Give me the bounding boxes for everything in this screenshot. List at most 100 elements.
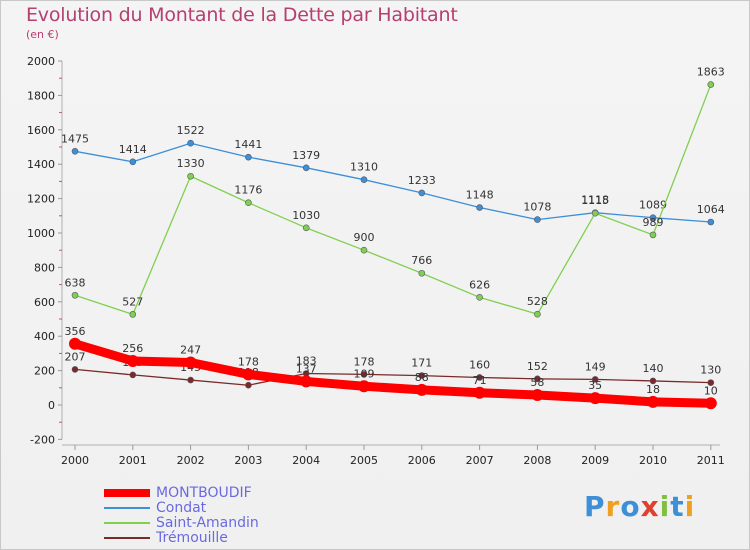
data-point <box>184 356 197 369</box>
x-tick-label: 2004 <box>292 454 320 467</box>
logo-letter: x <box>640 490 660 523</box>
data-label: 1441 <box>234 138 262 151</box>
data-label: 207 <box>65 350 86 363</box>
y-tick-label: 1000 <box>27 227 55 240</box>
data-label: 183 <box>296 355 317 368</box>
x-tick-label: 2003 <box>234 454 262 467</box>
data-point <box>300 375 313 388</box>
data-label: 178 <box>238 355 259 368</box>
x-tick-label: 2006 <box>408 454 436 467</box>
series-line-montboudif <box>70 339 716 408</box>
logo-letter: r <box>605 490 621 523</box>
logo-letter: P <box>584 490 606 523</box>
data-point <box>476 294 483 301</box>
data-label: 58 <box>530 376 544 389</box>
data-label: 109 <box>354 367 375 380</box>
y-tick-label: 1600 <box>27 124 55 137</box>
x-tick-label: 2009 <box>581 454 609 467</box>
data-point <box>649 377 657 385</box>
y-tick-label: 0 <box>48 399 55 412</box>
data-point <box>129 371 137 379</box>
data-point <box>707 218 715 226</box>
data-label: 1030 <box>292 209 320 222</box>
data-point <box>418 269 426 277</box>
data-point <box>242 368 255 381</box>
y-tick-label: 1200 <box>27 193 55 206</box>
y-tick-label: 400 <box>34 330 55 343</box>
data-point <box>245 199 252 207</box>
data-point <box>534 216 541 223</box>
data-point <box>473 386 486 399</box>
y-tick-label: 1800 <box>27 89 55 102</box>
data-point <box>360 371 368 378</box>
legend-swatch <box>104 489 150 497</box>
data-point <box>302 224 310 232</box>
logo-letter: i <box>659 490 671 523</box>
data-label: 989 <box>643 216 664 229</box>
data-label: 1078 <box>523 201 551 214</box>
series-line-trémouille <box>74 368 712 386</box>
data-point <box>415 383 428 396</box>
data-point <box>129 311 137 318</box>
data-label: 18 <box>646 383 660 396</box>
data-label: 900 <box>354 231 375 244</box>
y-tick-label: -200 <box>30 433 55 446</box>
data-point <box>358 380 370 393</box>
data-label: 140 <box>643 362 664 375</box>
data-label: 178 <box>354 355 375 368</box>
data-point <box>534 375 541 383</box>
data-point <box>187 172 194 180</box>
data-label: 130 <box>700 364 721 377</box>
data-label: 356 <box>65 325 86 338</box>
chart-title: Evolution du Montant de la Dette par Hab… <box>26 4 458 26</box>
data-point <box>649 214 657 221</box>
chart-unit: (en €) <box>26 28 59 41</box>
data-label: 766 <box>411 254 432 267</box>
data-point <box>71 148 79 155</box>
data-point <box>591 376 599 383</box>
data-point <box>187 376 194 384</box>
x-tick-label: 2007 <box>466 454 494 467</box>
data-point <box>245 381 252 389</box>
x-tick-label: 2005 <box>350 454 378 467</box>
data-label: 638 <box>65 276 86 289</box>
data-label: 1863 <box>697 66 725 79</box>
legend-swatch <box>104 537 150 539</box>
data-point <box>302 164 310 172</box>
data-point <box>245 153 252 161</box>
legend-label: MONTBOUDIF <box>156 485 252 501</box>
data-point <box>360 246 368 254</box>
legend-swatch <box>104 507 150 509</box>
proxiti-logo: Proxiti <box>584 490 695 523</box>
data-point <box>534 310 541 318</box>
data-label: 88 <box>415 371 429 384</box>
data-label: 1064 <box>697 203 725 216</box>
legend-label: Condat <box>156 500 207 516</box>
y-tick-label: 800 <box>34 261 55 274</box>
data-point <box>649 231 657 239</box>
logo-letter: t <box>670 490 685 523</box>
x-tick-label: 2011 <box>697 454 725 467</box>
data-label: 1379 <box>292 149 320 162</box>
data-label: 1148 <box>466 189 494 202</box>
x-tick-label: 2002 <box>177 454 205 467</box>
data-label: 1475 <box>61 132 89 145</box>
data-label: 171 <box>411 357 432 370</box>
data-point <box>418 372 426 379</box>
data-label: 160 <box>469 358 490 371</box>
data-label: 1115 <box>581 194 609 207</box>
data-point <box>126 354 139 367</box>
data-label: 527 <box>122 295 143 308</box>
data-point <box>71 291 79 299</box>
data-label: 10 <box>704 384 718 397</box>
y-tick-label: 200 <box>34 365 55 378</box>
data-label: 152 <box>527 360 548 373</box>
y-tick-label: 2000 <box>27 55 55 68</box>
data-label: 1233 <box>408 174 436 187</box>
legend-swatch <box>104 522 150 524</box>
y-tick-label: 600 <box>34 296 55 309</box>
data-point <box>71 366 79 373</box>
data-point <box>476 374 483 381</box>
